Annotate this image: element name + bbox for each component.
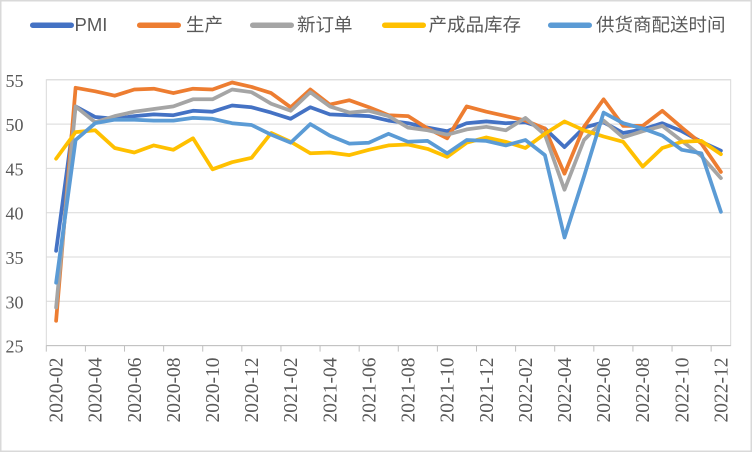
svg-text:2021-04: 2021-04	[320, 357, 341, 422]
svg-text:2020-04: 2020-04	[86, 357, 107, 422]
svg-text:2022-08: 2022-08	[633, 358, 654, 423]
svg-text:2020-12: 2020-12	[242, 358, 263, 423]
svg-text:2021-06: 2021-06	[359, 357, 380, 422]
svg-text:2020-06: 2020-06	[125, 357, 146, 422]
svg-text:50: 50	[6, 115, 24, 135]
svg-text:2022-06: 2022-06	[594, 357, 615, 422]
svg-text:2020-08: 2020-08	[164, 358, 185, 423]
svg-text:25: 25	[6, 337, 24, 357]
svg-text:35: 35	[6, 248, 24, 268]
svg-text:40: 40	[6, 204, 24, 224]
svg-text:2022-02: 2022-02	[516, 358, 537, 423]
svg-text:45: 45	[6, 159, 24, 179]
svg-text:2020-10: 2020-10	[203, 358, 224, 423]
svg-text:2021-10: 2021-10	[438, 358, 459, 423]
svg-text:2021-02: 2021-02	[281, 358, 302, 423]
svg-text:PMI: PMI	[75, 14, 108, 35]
svg-text:2021-12: 2021-12	[477, 358, 498, 423]
svg-text:2021-08: 2021-08	[399, 358, 420, 423]
svg-text:30: 30	[6, 292, 24, 312]
svg-text:55: 55	[6, 71, 24, 91]
svg-text:2022-04: 2022-04	[555, 357, 576, 422]
svg-text:2022-12: 2022-12	[711, 358, 732, 423]
svg-text:2022-10: 2022-10	[672, 358, 693, 423]
svg-text:2020-02: 2020-02	[47, 358, 68, 423]
